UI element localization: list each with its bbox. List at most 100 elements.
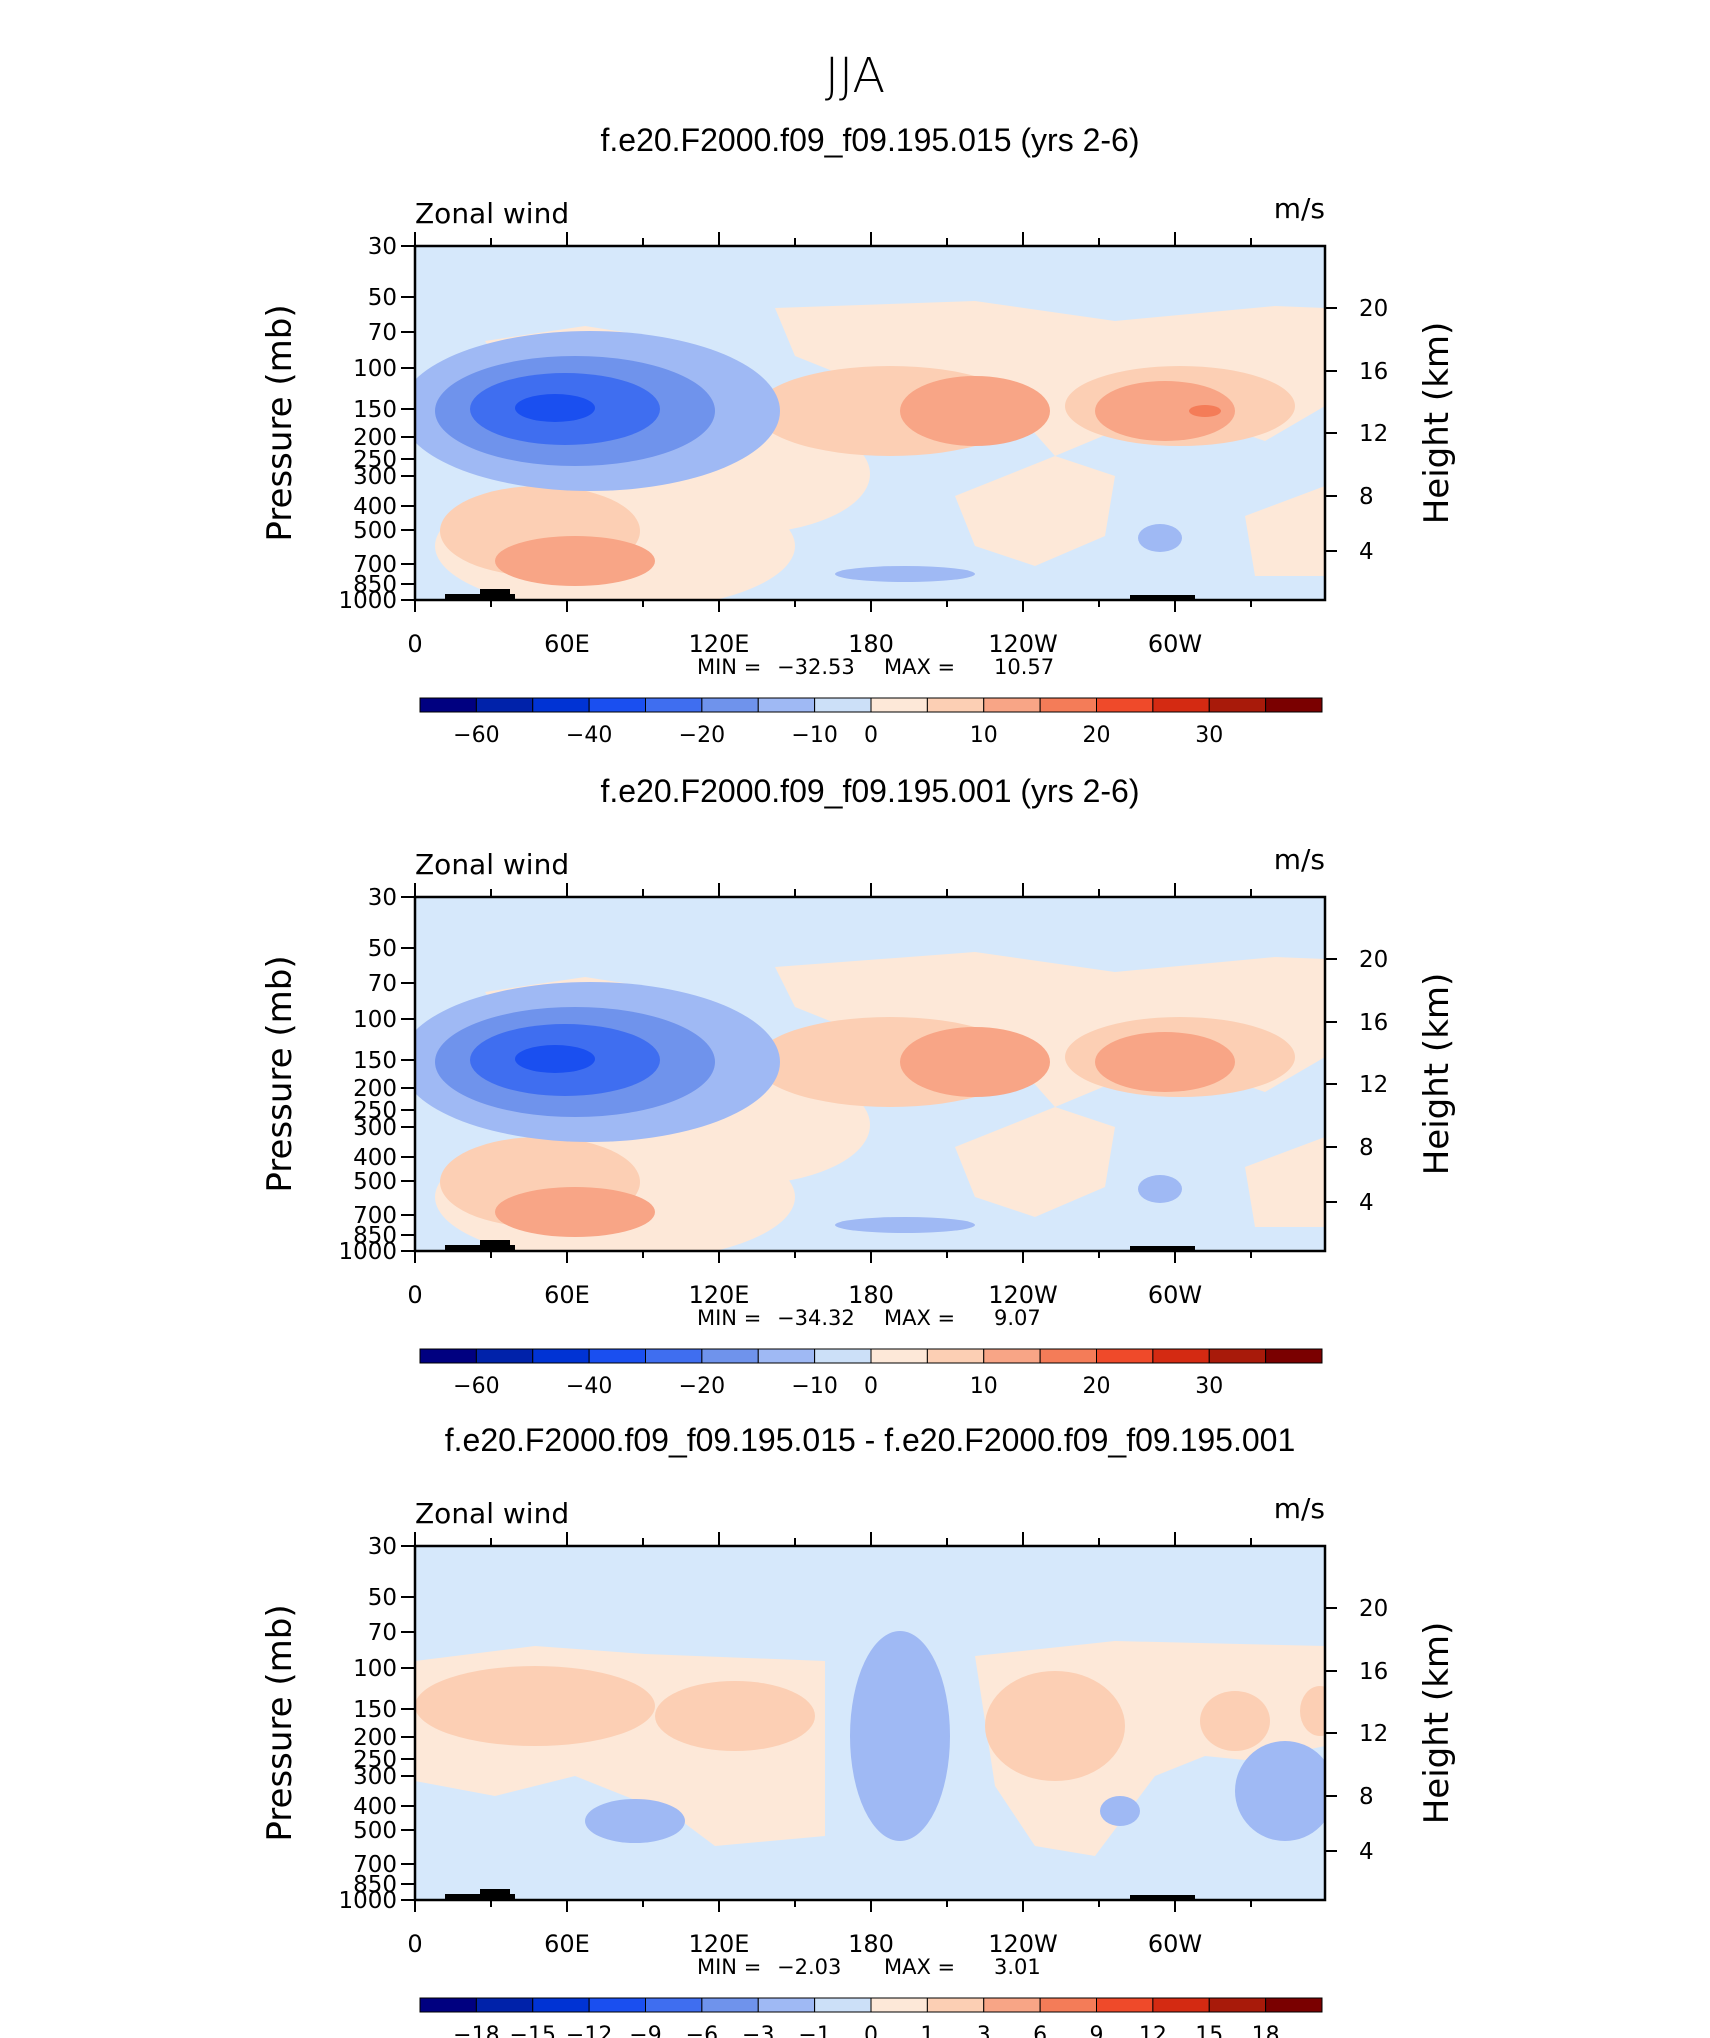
pressure-tick-label: 70 <box>368 1620 397 1646</box>
negative-region <box>515 1045 595 1073</box>
season-title: JJA <box>825 48 885 104</box>
colorbar-swatch <box>532 697 590 713</box>
colorbar-swatch <box>814 1348 872 1364</box>
height-tick-label: 4 <box>1359 1190 1374 1216</box>
pressure-tick-label: 300 <box>353 1764 397 1790</box>
pressure-tick-label: 250 <box>353 1098 397 1124</box>
positive-region <box>1095 381 1235 441</box>
pressure-tick-label: 250 <box>353 1747 397 1773</box>
positive-region <box>655 1681 815 1751</box>
max-label: MAX = <box>884 1306 955 1330</box>
colorbar-swatch <box>870 1348 928 1364</box>
panel-3: f.e20.F2000.f09_f09.195.015 - f.e20.F200… <box>260 1422 1457 2038</box>
pressure-tick-label: 850 <box>353 1872 397 1898</box>
longitude-tick-label: 120W <box>988 1930 1058 1958</box>
longitude-tick-label: 0 <box>407 630 422 658</box>
units-label: m/s <box>1274 192 1325 225</box>
colorbar-tick-label: 12 <box>1139 2023 1167 2038</box>
pressure-axis-label: Pressure (mb) <box>260 955 300 1192</box>
panel-title: f.e20.F2000.f09_f09.195.015 (yrs 2-6) <box>600 122 1139 158</box>
height-tick-label: 8 <box>1359 1135 1374 1161</box>
pressure-tick-label: 850 <box>353 1223 397 1249</box>
longitude-tick-label: 120E <box>689 1281 750 1309</box>
negative-region <box>835 566 975 582</box>
height-tick-label: 20 <box>1359 1596 1388 1622</box>
longitude-tick-label: 180 <box>848 1281 894 1309</box>
longitude-tick-label: 60W <box>1148 1930 1202 1958</box>
colorbar-swatch <box>1096 1997 1154 2013</box>
height-tick-label: 8 <box>1359 484 1374 510</box>
colorbar-swatch <box>757 1997 816 2013</box>
colorbar-tick-label: 18 <box>1252 2023 1280 2038</box>
colorbar-swatch <box>1152 697 1210 713</box>
colorbar-tick-label: −40 <box>566 1374 612 1399</box>
positive-region <box>415 1666 655 1746</box>
pressure-tick-label: 700 <box>353 1852 397 1878</box>
colorbar-tick-label: 3 <box>977 2023 991 2038</box>
positive-region <box>900 1027 1050 1097</box>
negative-region <box>1100 1796 1140 1826</box>
longitude-tick-label: 0 <box>407 1281 422 1309</box>
max-value: 10.57 <box>994 655 1054 679</box>
positive-region <box>900 376 1050 446</box>
colorbar-swatch <box>926 697 985 713</box>
colorbar-swatch <box>1039 1997 1097 2013</box>
pressure-tick-label: 1000 <box>338 588 397 614</box>
longitude-tick-label: 120W <box>988 1281 1058 1309</box>
colorbar-swatch <box>983 1348 1041 1364</box>
colorbar-swatch <box>983 697 1041 713</box>
height-tick-label: 16 <box>1359 1010 1388 1036</box>
panels: f.e20.F2000.f09_f09.195.015 (yrs 2-6) Zon… <box>260 122 1457 2038</box>
panel-1: f.e20.F2000.f09_f09.195.015 (yrs 2-6) Zon… <box>260 122 1457 748</box>
negative-region <box>1138 1175 1182 1203</box>
colorbar-swatch <box>1152 1997 1210 2013</box>
colorbar-tick-label: 20 <box>1083 723 1111 748</box>
longitude-tick-label: 180 <box>848 630 894 658</box>
height-tick-label: 12 <box>1359 421 1388 447</box>
topography <box>445 1889 1195 1900</box>
colorbar-swatch <box>419 1997 477 2013</box>
colorbar-swatch <box>757 1348 816 1364</box>
height-tick-label: 20 <box>1359 296 1388 322</box>
colorbar-tick-label: −20 <box>679 1374 725 1399</box>
field-label: Zonal wind <box>415 848 569 881</box>
height-tick-label: 16 <box>1359 359 1388 385</box>
colorbar-tick-label: 9 <box>1090 2023 1104 2038</box>
units-label: m/s <box>1274 843 1325 876</box>
colorbar-swatch <box>419 697 477 713</box>
height-tick-label: 20 <box>1359 947 1388 973</box>
min-label: MIN = <box>697 655 761 679</box>
longitude-tick-label: 60W <box>1148 1281 1202 1309</box>
colorbar: −18 −15 −12 −9 −6 −3 −1 0 1 3 6 9 12 15 18 <box>419 1997 1323 2038</box>
colorbar-tick-label: −3 <box>742 2023 774 2038</box>
colorbar-tick-label: 0 <box>864 2023 878 2038</box>
colorbar-swatch <box>532 1348 590 1364</box>
positive-region <box>495 536 655 586</box>
pressure-tick-label: 70 <box>368 971 397 997</box>
pressure-tick-label: 400 <box>353 1145 397 1171</box>
positive-region <box>1189 405 1221 417</box>
positive-region <box>495 1187 655 1237</box>
colorbar-swatch <box>701 1997 759 2013</box>
pressure-tick-label: 1000 <box>338 1239 397 1265</box>
colorbar-tick-label: −15 <box>510 2023 556 2038</box>
colorbar-swatch <box>1208 697 1267 713</box>
colorbar-swatch <box>1152 1348 1210 1364</box>
colorbar-tick-label: −60 <box>453 1374 499 1399</box>
height-tick-label: 12 <box>1359 1072 1388 1098</box>
positive-region <box>1200 1691 1270 1751</box>
colorbar-tick-label: 30 <box>1195 1374 1223 1399</box>
height-tick-label: 4 <box>1359 1839 1374 1865</box>
topography <box>445 589 1195 600</box>
height-axis-label: Height (km) <box>1417 322 1457 525</box>
negative-region <box>835 1217 975 1233</box>
colorbar-swatch <box>475 1348 534 1364</box>
height-axis-label: Height (km) <box>1417 973 1457 1176</box>
colorbar-swatch <box>926 1348 985 1364</box>
pressure-tick-label: 100 <box>353 356 397 382</box>
positive-region <box>1245 1137 1325 1227</box>
min-label: MIN = <box>697 1306 761 1330</box>
colorbar-swatch <box>814 1997 872 2013</box>
colorbar-swatch <box>1265 1997 1323 2013</box>
